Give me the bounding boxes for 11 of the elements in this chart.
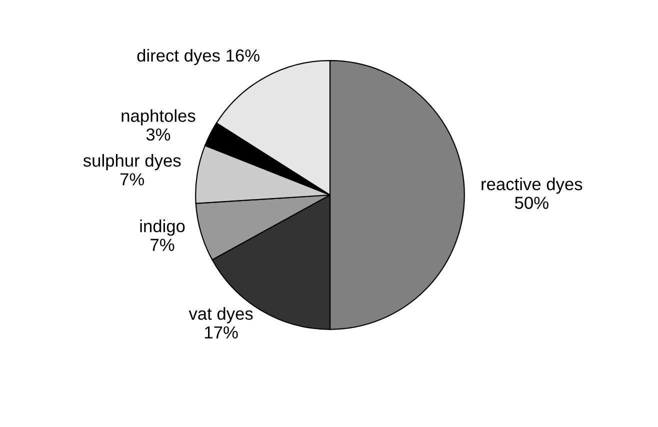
slice-label: sulphur dyes <box>83 154 181 170</box>
data-label: 50% <box>514 196 548 210</box>
data-label: 17% <box>205 326 238 339</box>
data-label: 3% <box>146 128 170 141</box>
data-label: 7% <box>150 238 174 251</box>
slice-label: vat dyes <box>188 307 253 324</box>
slice-label: indigo <box>140 220 185 236</box>
slice-label: direct dyes 16% <box>137 48 260 66</box>
slice-label: reactive dyes <box>482 178 582 194</box>
slice-label: naphtoles <box>122 109 196 126</box>
data-label: 7% <box>120 173 144 186</box>
